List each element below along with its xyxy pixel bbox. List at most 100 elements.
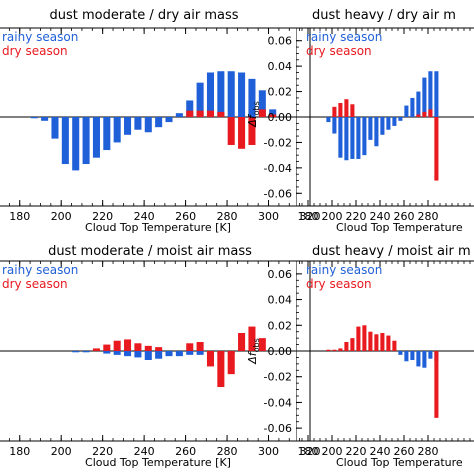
panel-title: dust heavy / dry air m xyxy=(312,8,456,23)
rainy-bar xyxy=(386,117,391,130)
dry-bar xyxy=(428,109,433,117)
rainy-bar xyxy=(398,351,403,355)
rainy-bar xyxy=(165,117,173,123)
rainy-bar xyxy=(41,117,49,121)
rainy-bar xyxy=(72,351,80,353)
x-tick-label: 220 xyxy=(92,445,113,458)
dry-bar xyxy=(217,111,225,117)
y-tick-label: 0.04 xyxy=(268,60,293,73)
dry-bar xyxy=(344,342,349,351)
y-tick-label: -0.02 xyxy=(264,371,292,384)
dry-bar xyxy=(217,351,225,387)
dry-bar xyxy=(332,106,337,117)
rainy-bar xyxy=(134,351,142,358)
dry-bar xyxy=(113,340,121,351)
y-tick-label: -0.06 xyxy=(264,187,292,200)
x-tick-label: 180 xyxy=(298,210,319,223)
rainy-bar xyxy=(165,351,173,357)
y-tick-label: 0.04 xyxy=(268,294,293,307)
legend-rainy-season: rainy season xyxy=(306,30,382,44)
dry-bar xyxy=(196,342,204,351)
dry-bar xyxy=(362,325,367,351)
legend-dry-season: dry season xyxy=(2,277,68,291)
x-tick-label: 180 xyxy=(9,210,30,223)
x-tick-label: 280 xyxy=(217,445,238,458)
x-tick-label: 300 xyxy=(258,210,279,223)
rainy-bar xyxy=(380,117,385,135)
dry-bar xyxy=(434,351,439,418)
dry-bar xyxy=(269,114,277,117)
rainy-bar xyxy=(82,117,90,165)
panel-title: dust heavy / moist air m xyxy=(312,244,471,259)
x-tick-label: 240 xyxy=(370,210,391,223)
x-tick-label: 260 xyxy=(175,210,196,223)
x-axis-label: Cloud Top Temperature xyxy=(336,221,463,234)
dry-bar xyxy=(144,345,152,351)
rainy-bar xyxy=(175,113,183,117)
rainy-bar xyxy=(350,117,355,159)
rainy-bar xyxy=(248,78,256,117)
dry-bar xyxy=(416,114,421,117)
x-tick-label: 240 xyxy=(134,210,155,223)
rainy-bar xyxy=(113,117,121,143)
x-tick-label: 320 xyxy=(300,210,321,223)
x-tick-label: 300 xyxy=(258,445,279,458)
rainy-bar xyxy=(416,351,421,367)
x-tick-label: 200 xyxy=(322,445,343,458)
dry-bar xyxy=(374,334,379,351)
rainy-bar xyxy=(144,117,152,133)
dry-bar xyxy=(248,326,256,351)
rainy-bar xyxy=(422,77,427,117)
rainy-bar xyxy=(416,91,421,117)
y-tick-label: -0.06 xyxy=(264,422,292,435)
rainy-bar xyxy=(227,71,235,117)
dry-bar xyxy=(422,111,427,117)
legend-rainy-season: rainy season xyxy=(2,30,78,44)
dry-bar xyxy=(196,110,204,117)
rainy-bar xyxy=(82,351,90,353)
x-axis-label: Cloud Top Temperature xyxy=(336,456,463,469)
dry-bar xyxy=(155,347,163,351)
rainy-bar xyxy=(356,117,361,159)
rainy-bar xyxy=(72,117,80,171)
dry-bar xyxy=(258,338,266,351)
rainy-bar xyxy=(51,117,59,139)
y-tick-label: -0.04 xyxy=(264,396,292,409)
dry-bar xyxy=(326,349,331,351)
dry-bar xyxy=(124,339,132,351)
dry-bar xyxy=(227,117,235,145)
rainy-bar xyxy=(258,90,266,117)
x-tick-label: 280 xyxy=(217,210,238,223)
panel-title: dust moderate / dry air mass xyxy=(49,8,238,23)
rainy-bar xyxy=(92,117,100,158)
rainy-bar xyxy=(374,117,379,147)
dry-bar xyxy=(206,351,215,367)
rainy-bar xyxy=(206,72,215,117)
y-tick-label: 0.02 xyxy=(268,86,293,99)
y-tick-label: 0.06 xyxy=(268,35,293,48)
dry-bar xyxy=(380,333,385,351)
rainy-bar xyxy=(217,71,225,117)
rainy-bar xyxy=(144,351,152,360)
rainy-bar xyxy=(61,117,69,165)
panel-3: 180 200 220 240 260 280 300 320 rainy seasondry … xyxy=(0,244,321,469)
dry-bar xyxy=(92,348,100,351)
x-tick-label: 240 xyxy=(134,445,155,458)
legend-dry-season: dry season xyxy=(306,277,372,291)
y-tick-label: 0.00 xyxy=(268,111,293,124)
rainy-bar xyxy=(404,351,409,362)
x-tick-label: 200 xyxy=(51,210,72,223)
x-tick-label: 240 xyxy=(370,445,391,458)
dry-bar xyxy=(392,340,397,351)
rainy-bar xyxy=(428,71,433,117)
dry-bar xyxy=(356,326,361,351)
x-axis-label: Cloud Top Temperature [K] xyxy=(85,221,231,234)
legend-rainy-season: rainy season xyxy=(2,263,78,277)
rainy-bar xyxy=(410,97,415,117)
rainy-bar xyxy=(398,117,403,121)
dry-bar xyxy=(206,110,215,117)
dry-bar xyxy=(350,338,355,351)
x-tick-label: 260 xyxy=(394,210,415,223)
